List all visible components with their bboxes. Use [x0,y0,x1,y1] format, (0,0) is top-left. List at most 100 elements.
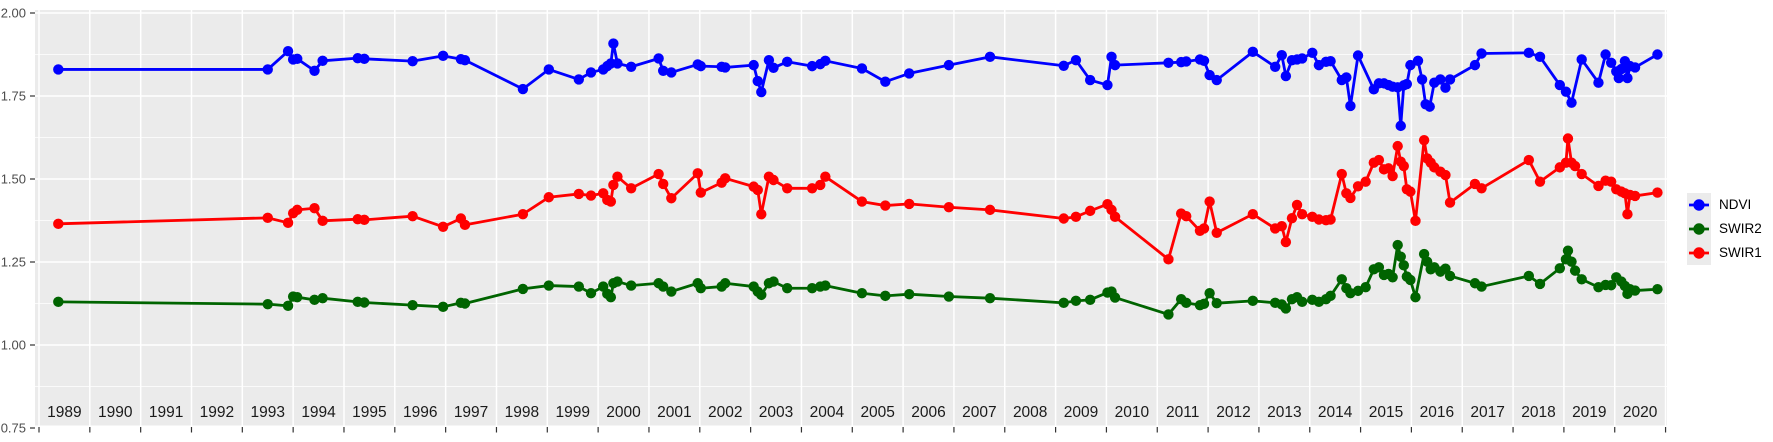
series-point-swir1 [1622,208,1633,220]
series-point-swir1 [666,193,677,204]
y-tick-label: 1.25 [1,255,26,270]
series-point-ndvi [1395,120,1406,132]
x-year-label: 2016 [1420,404,1454,421]
series-point-swir2 [1373,262,1385,273]
series-point-ndvi [1307,47,1318,59]
series-point-ndvi [756,86,767,98]
series-point-ndvi [1476,48,1487,59]
series-point-ndvi [1576,54,1587,65]
series-point-swir2 [573,281,585,292]
x-year-label: 2005 [860,404,894,421]
series-point-swir1 [1387,170,1398,182]
series-point-swir1 [1444,197,1456,208]
series-point-swir1 [815,179,826,191]
series-point-swir2 [1566,256,1577,267]
series-point-swir1 [359,214,370,226]
series-point-ndvi [666,67,677,78]
series-point-swir2 [1181,297,1192,309]
series-point-swir2 [1398,260,1409,271]
series-point-ndvi [1058,60,1069,71]
series-point-ndvi [573,74,585,85]
x-year-label: 2007 [962,404,996,421]
series-point-swir1 [459,219,471,231]
series-point-swir1 [407,210,418,222]
series-point-ndvi [1593,77,1604,88]
series-point-swir2 [309,294,320,306]
series-point-ndvi [1247,46,1259,58]
series-point-ndvi [1435,74,1446,85]
series-point-ndvi [309,65,320,76]
series-point-swir1 [1291,199,1303,211]
series-point-swir2 [53,296,64,308]
x-year-label: 2017 [1470,404,1504,421]
series-point-swir2 [1523,270,1535,282]
series-point-swir1 [856,196,868,207]
series-point-swir1 [653,168,664,180]
series-point-swir1 [1109,211,1121,223]
series-point-ndvi [608,38,619,49]
series-point-swir1 [984,204,996,216]
series-point-swir2 [806,283,818,294]
series-point-ndvi [1523,47,1535,59]
series-point-ndvi [282,45,294,57]
series-point-swir1 [692,168,703,179]
x-year-label: 2014 [1318,404,1353,421]
legend-label-ndvi: NDVI [1719,197,1752,212]
x-year-label: 1993 [250,404,284,421]
series-point-ndvi [53,64,64,75]
series-point-swir1 [309,203,320,214]
series-point-swir1 [1084,205,1096,217]
x-year-label: 2002 [708,404,742,421]
series-point-swir2 [756,289,767,301]
series-point-swir1 [782,183,793,194]
series-point-ndvi [943,59,955,71]
series-point-ndvi [1181,56,1192,67]
series-point-ndvi [763,54,775,66]
series-point-swir1 [1383,163,1394,174]
series-point-ndvi [806,60,818,72]
series-point-swir1 [1593,180,1604,192]
series-point-swir2 [657,281,669,292]
series-point-swir2 [880,290,891,302]
x-year-label: 2009 [1064,404,1098,421]
series-point-ndvi [1070,54,1082,66]
series-point-ndvi [1296,53,1308,64]
series-point-swir2 [1360,282,1371,293]
series-point-swir1 [1296,208,1308,220]
series-point-ndvi [1566,97,1577,108]
series-point-ndvi [1652,49,1663,60]
series-point-swir1 [625,183,637,194]
series-point-swir2 [1211,297,1222,309]
series-point-swir1 [806,183,818,194]
series-point-ndvi [880,76,891,87]
series-point-ndvi [856,63,868,74]
series-point-ndvi [720,62,731,73]
series-point-swir1 [1198,223,1210,234]
series-point-swir2 [459,298,471,309]
series-point-swir2 [262,298,273,310]
y-tick-label: 2.00 [1,6,26,21]
x-year-label: 1990 [98,404,133,421]
series-point-ndvi [292,53,303,65]
series-point-swir2 [1163,309,1174,320]
series-point-swir1 [53,218,64,230]
legend-label-swir1: SWIR1 [1719,245,1762,260]
series-point-swir1 [1286,212,1298,224]
series-point-swir2 [1084,294,1096,306]
series-point-swir1 [1058,213,1069,224]
series-point-swir1 [1392,140,1403,152]
series-point-swir2 [1280,303,1292,314]
series-point-swir2 [1554,263,1566,274]
series-point-ndvi [1280,70,1292,82]
x-year-label: 2018 [1521,404,1555,421]
series-point-swir1 [1576,168,1587,180]
series-point-ndvi [1345,100,1356,112]
series-point-ndvi [1416,74,1428,85]
series-point-swir2 [1534,278,1546,290]
series-point-ndvi [1444,74,1456,85]
series-point-swir2 [1444,270,1456,282]
y-tick-label: 1.75 [1,89,26,104]
series-point-swir1 [1418,134,1430,146]
series-point-swir2 [1325,290,1336,302]
